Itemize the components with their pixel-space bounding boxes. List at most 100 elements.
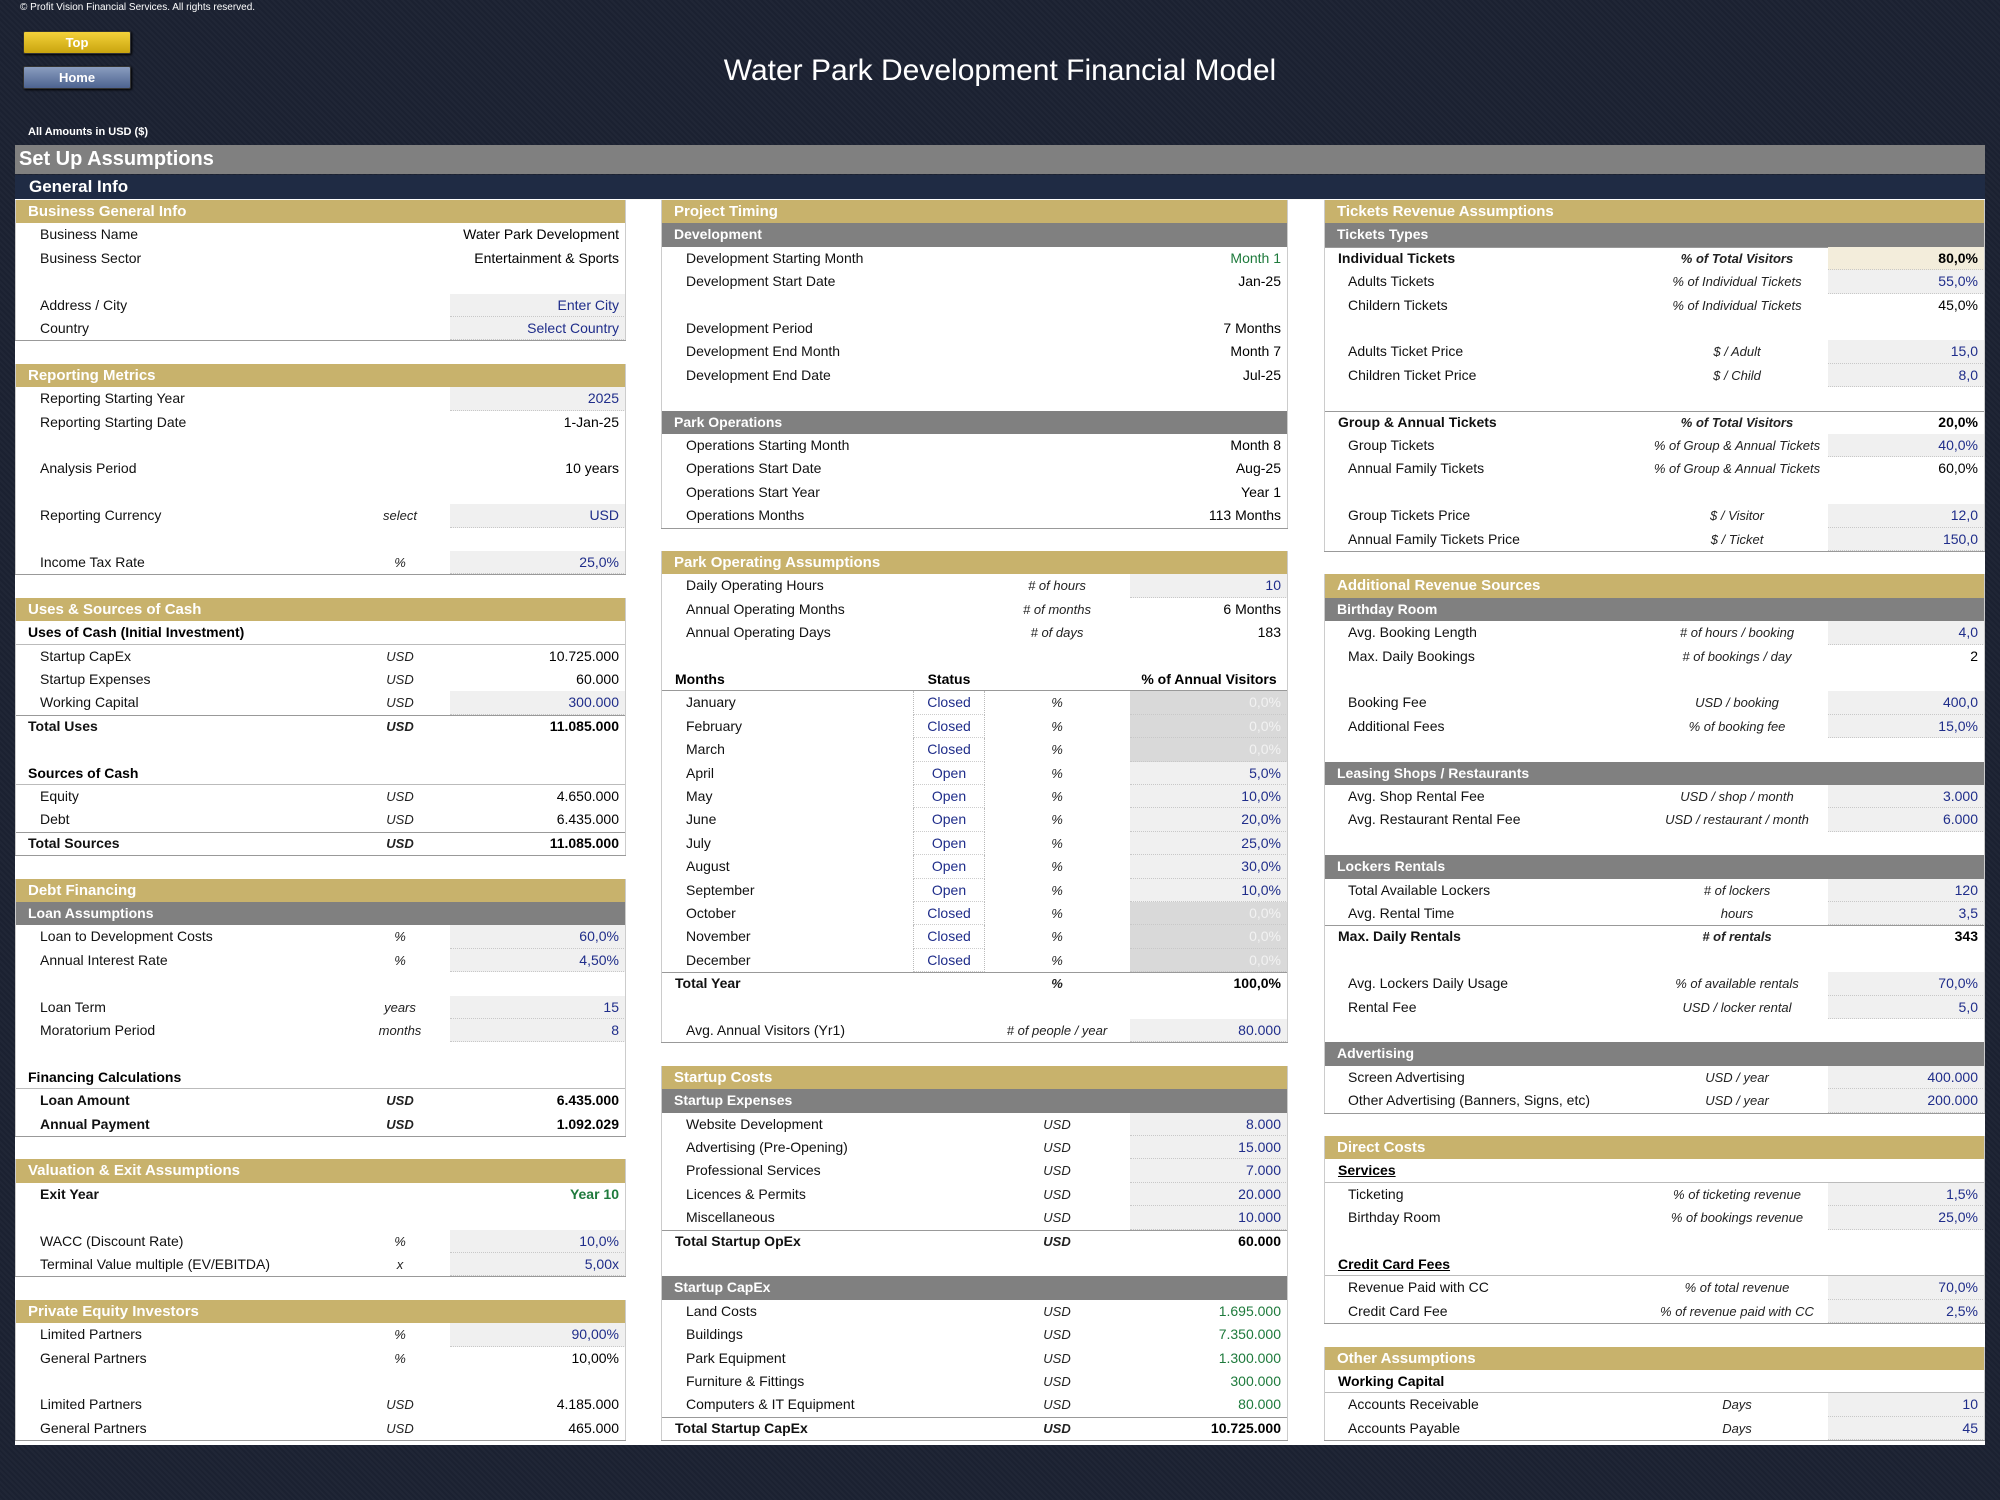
row-label: General Partners	[40, 1349, 147, 1366]
section-side	[1984, 574, 1985, 1113]
row-label: Moratorium Period	[40, 1022, 156, 1038]
value-cell: 6.435.000	[556, 1092, 619, 1109]
section-header: Tickets Revenue Assumptions	[1324, 200, 1985, 224]
row-label: October	[686, 905, 736, 921]
value-cell: Year 1	[1241, 483, 1281, 500]
value-cell: 25,0%	[1828, 1206, 1985, 1230]
value-cell: 10,0%	[450, 1229, 626, 1253]
section-header: Startup Costs	[661, 1065, 1288, 1090]
value-cell: 15,0%	[1828, 714, 1985, 739]
row-label: Operations Start Date	[686, 460, 822, 477]
section-side	[1324, 1136, 1325, 1324]
home-button[interactable]: Home	[23, 66, 131, 89]
sub-header: Birthday Room	[1324, 597, 1985, 622]
top-button[interactable]: Top	[23, 31, 131, 54]
section-bottom	[15, 340, 626, 342]
row-unit: % of Total Visitors	[1680, 250, 1794, 266]
row-unit: %	[1051, 765, 1063, 781]
value-cell: 70,0%	[1828, 972, 1985, 996]
value-cell: 3,5	[1828, 902, 1985, 926]
row-label: Avg. Shop Rental Fee	[1348, 788, 1485, 804]
section-side	[625, 597, 626, 856]
row-label: Accounts Payable	[1348, 1419, 1461, 1436]
value-cell: Water Park Development	[463, 226, 619, 243]
section-side	[15, 1299, 16, 1441]
row-line	[15, 1088, 626, 1090]
row-unit: % of revenue paid with CC	[1660, 1303, 1814, 1319]
status-cell: Open	[913, 808, 985, 832]
row-unit: USD	[386, 718, 414, 734]
row-label: Avg. Booking Length	[1348, 624, 1477, 641]
col-header: Status	[927, 671, 971, 687]
row-unit: USD	[1043, 1397, 1071, 1413]
row-unit: USD	[1043, 1140, 1071, 1155]
row-unit: USD	[386, 1093, 414, 1109]
section-side	[661, 200, 662, 528]
row-unit: % of available rentals	[1675, 976, 1799, 992]
value-cell: 113 Months	[1208, 507, 1281, 524]
row-label: March	[686, 741, 725, 758]
row-label: Business Sector	[40, 249, 142, 266]
value-cell: 2025	[450, 387, 626, 411]
row-label: Group & Annual Tickets	[1338, 413, 1497, 430]
row-label: Business Name	[40, 226, 139, 243]
value-cell: 20,0%	[1938, 413, 1978, 430]
row-label: May	[686, 788, 713, 804]
row-label: Other Advertising (Banners, Signs, etc)	[1348, 1092, 1590, 1109]
row-line	[15, 831, 626, 833]
value-cell: 343	[1954, 928, 1978, 945]
row-label: Startup Expenses	[40, 671, 151, 687]
row-label: November	[686, 928, 751, 945]
subtitle: Financing Calculations	[28, 1068, 182, 1085]
row-label: Individual Tickets	[1338, 249, 1456, 266]
value-cell: 8	[450, 1019, 626, 1043]
value-cell: 0,0%	[1130, 738, 1288, 762]
row-unit: %	[1051, 789, 1063, 804]
row-unit: $ / Adult	[1713, 344, 1761, 360]
value-cell: 10.000	[1130, 1206, 1288, 1230]
value-cell: 2,5%	[1828, 1299, 1985, 1324]
section-side	[15, 597, 16, 856]
section-header: Additional Revenue Sources	[1324, 574, 1985, 598]
status-cell: Open	[913, 878, 985, 902]
row-unit: USD	[386, 672, 414, 687]
value-cell: 0,0%	[1130, 902, 1288, 926]
row-unit: %	[1051, 952, 1063, 968]
value-cell: 300.000	[450, 691, 626, 715]
row-label: Working Capital	[40, 694, 139, 711]
row-label: Avg. Annual Visitors (Yr1)	[686, 1022, 846, 1038]
section-side	[1984, 1136, 1985, 1324]
value-cell: 80.000	[1130, 1019, 1288, 1043]
row-label: Park Equipment	[686, 1349, 786, 1366]
row-label: Credit Card Fee	[1348, 1302, 1448, 1319]
section-side	[15, 200, 16, 341]
row-unit: USD	[386, 648, 414, 664]
row-label: Furniture & Fittings	[686, 1373, 805, 1389]
row-unit: %	[1051, 718, 1063, 734]
row-line	[15, 714, 626, 716]
row-unit: x	[396, 1257, 404, 1272]
row-unit: $ / Visitor	[1710, 508, 1764, 524]
row-unit: %	[1051, 812, 1063, 828]
value-cell: 90,00%	[450, 1323, 626, 1347]
row-label: Debt	[40, 811, 70, 828]
row-unit: % of Total Visitors	[1680, 414, 1794, 430]
row-label: Limited Partners	[40, 1326, 142, 1343]
status-cell: Open	[913, 831, 985, 856]
section-header: Other Assumptions	[1324, 1346, 1985, 1370]
section-side	[1287, 200, 1288, 528]
section-side	[625, 1299, 626, 1441]
value-cell: 60,0%	[450, 925, 626, 949]
row-label: Screen Advertising	[1348, 1068, 1465, 1085]
row-label: Annual Payment	[40, 1115, 150, 1132]
row-unit: % of ticketing revenue	[1673, 1186, 1801, 1202]
row-unit: USD	[1043, 1233, 1071, 1249]
row-label: Annual Interest Rate	[40, 951, 168, 968]
section-bottom	[15, 1276, 626, 1278]
status-cell: Closed	[913, 925, 985, 949]
value-cell: Month 1	[1230, 249, 1281, 266]
row-label: Equity	[40, 788, 79, 804]
row-unit: USD / locker rental	[1682, 999, 1792, 1015]
row-label: January	[686, 694, 736, 711]
